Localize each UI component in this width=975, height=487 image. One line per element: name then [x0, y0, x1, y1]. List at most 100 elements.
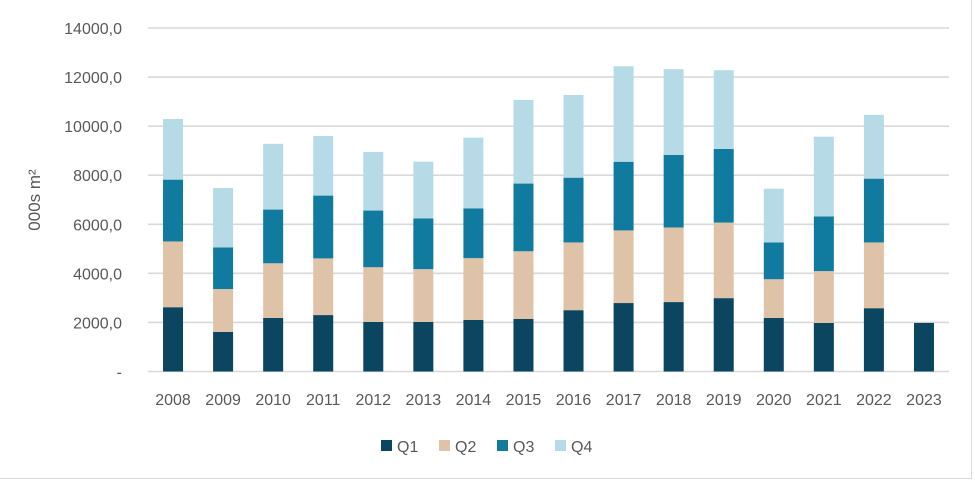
y-tick-label: -: [117, 365, 122, 382]
bar-2013-Q4: [413, 161, 434, 219]
bar-2022-Q3: [863, 178, 884, 243]
bar-2016-Q3: [563, 177, 584, 243]
bar-stack-2011: [313, 135, 334, 372]
bar-2012-Q4: [363, 151, 384, 211]
legend-swatch: [381, 440, 392, 451]
bar-2009-Q2: [213, 289, 234, 332]
x-tick-label: 2011: [306, 392, 341, 409]
y-tick-label: 8000,0: [73, 168, 122, 185]
x-tick-label: 2020: [756, 392, 792, 409]
bar-2022-Q1: [863, 308, 884, 372]
bar-2018-Q2: [663, 227, 684, 303]
bar-2013-Q2: [413, 269, 434, 322]
x-tick-label: 2023: [906, 392, 942, 409]
bar-2020-Q3: [763, 242, 784, 280]
bar-2012-Q1: [363, 321, 384, 372]
legend-label: Q4: [571, 439, 592, 456]
x-tick-label: 2018: [656, 392, 692, 409]
bar-2021-Q1: [813, 322, 834, 372]
bar-2019-Q3: [713, 148, 734, 223]
x-tick-label: 2016: [556, 392, 592, 409]
bar-2013-Q1: [413, 321, 434, 372]
bar-2012-Q2: [363, 267, 384, 322]
bar-2020-Q2: [763, 279, 784, 319]
bar-2013-Q3: [413, 218, 434, 270]
bar-stack-2013: [413, 161, 434, 372]
x-tick-label: 2019: [706, 392, 742, 409]
bar-2015-Q4: [513, 99, 534, 184]
bar-stack-2021: [813, 136, 834, 372]
x-tick-label: 2012: [355, 392, 391, 409]
bar-stack-2009: [213, 187, 234, 372]
bar-stack-2017: [613, 66, 634, 372]
bar-2009-Q3: [213, 247, 234, 290]
bar-2010-Q2: [263, 263, 284, 319]
legend: Q1 Q2 Q3 Q4: [381, 439, 592, 456]
bar-2020-Q1: [763, 318, 784, 372]
x-tick-label: 2015: [506, 392, 542, 409]
bar-2010-Q4: [263, 143, 284, 210]
bar-2011-Q2: [313, 258, 334, 316]
bar-2022-Q4: [863, 114, 884, 179]
bar-2017-Q1: [613, 303, 634, 372]
bar-2008-Q3: [163, 179, 184, 242]
bar-2014-Q2: [463, 258, 484, 320]
bar-2011-Q1: [313, 315, 334, 372]
bar-2015-Q3: [513, 183, 534, 252]
bar-2008-Q2: [163, 241, 184, 308]
bar-2022-Q2: [863, 242, 884, 309]
y-tick-label: 12000,0: [64, 70, 122, 87]
bar-stack-2020: [763, 188, 784, 372]
bar-2015-Q1: [513, 318, 534, 372]
legend-item-Q2: Q2: [439, 439, 476, 456]
bar-2012-Q3: [363, 210, 384, 268]
x-tick-label: 2008: [155, 392, 191, 409]
y-tick-label: 2000,0: [73, 315, 122, 332]
x-tick-label: 2022: [856, 392, 892, 409]
bar-stack-2016: [563, 94, 584, 372]
bar-2011-Q4: [313, 135, 334, 196]
bar-stack-2022: [863, 114, 884, 372]
bar-2010-Q3: [263, 209, 284, 264]
bar-2019-Q2: [713, 222, 734, 299]
y-tick-label: 10000,0: [64, 119, 122, 136]
bar-2011-Q3: [313, 195, 334, 259]
legend-item-Q4: Q4: [555, 439, 592, 456]
x-tick-label: 2014: [456, 392, 492, 409]
y-tick-label: 6000,0: [73, 217, 122, 234]
bar-2018-Q3: [663, 154, 684, 228]
legend-item-Q3: Q3: [497, 439, 534, 456]
x-tick-label: 2013: [406, 392, 442, 409]
bar-2017-Q2: [613, 230, 634, 304]
bar-2010-Q1: [263, 318, 284, 372]
bar-2021-Q3: [813, 216, 834, 272]
bar-2018-Q1: [663, 302, 684, 372]
bar-2017-Q4: [613, 66, 634, 162]
bar-2009-Q4: [213, 187, 234, 248]
bar-stack-2014: [463, 137, 484, 372]
legend-label: Q2: [455, 439, 476, 456]
bar-2023-Q1: [913, 322, 934, 372]
y-tick-label: 14000,0: [64, 21, 122, 38]
bar-stack-2012: [363, 151, 384, 372]
bar-2017-Q3: [613, 161, 634, 231]
x-tick-label: 2021: [806, 392, 842, 409]
bar-2018-Q4: [663, 69, 684, 155]
x-tick-label: 2017: [606, 392, 642, 409]
x-tick-label: 2010: [255, 392, 291, 409]
bar-2019-Q4: [713, 70, 734, 149]
bar-2008-Q4: [163, 119, 184, 180]
bar-stack-2015: [513, 99, 534, 372]
bar-2021-Q4: [813, 136, 834, 217]
bar-2009-Q1: [213, 331, 234, 372]
y-axis-ticks: - 2000,0 4000,0 6000,0 8000,0 10000,0 12000,0 1…: [64, 21, 122, 382]
legend-swatch: [439, 440, 450, 451]
bar-2021-Q2: [813, 271, 834, 323]
legend-swatch: [497, 440, 508, 451]
legend-item-Q1: Q1: [381, 439, 418, 456]
y-tick-label: 4000,0: [73, 266, 122, 283]
legend-label: Q1: [397, 439, 418, 456]
bar-stack-2010: [263, 143, 284, 372]
